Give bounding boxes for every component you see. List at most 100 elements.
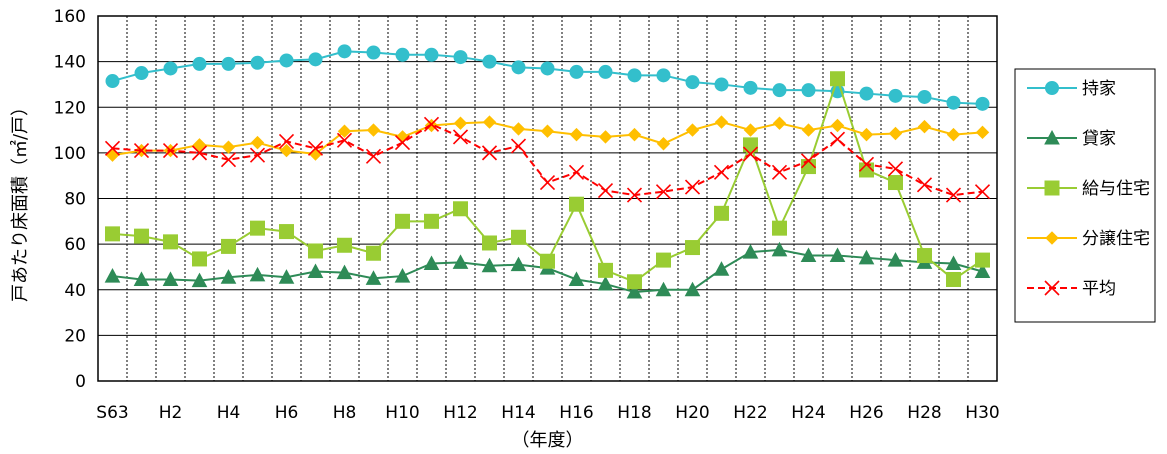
legend-marker	[1044, 280, 1060, 296]
data-point	[569, 64, 584, 79]
data-point	[569, 127, 584, 142]
y-axis-title: 戸あたり床面積（㎡/戸）	[9, 98, 31, 302]
data-point	[568, 164, 585, 180]
data-point	[308, 52, 323, 67]
legend-label: 給与住宅	[1082, 179, 1150, 199]
data-point	[568, 271, 585, 286]
data-point	[395, 213, 410, 229]
x-tick-label: H26	[849, 403, 883, 423]
data-point	[365, 270, 382, 285]
data-point	[655, 281, 672, 297]
data-point	[887, 161, 904, 177]
data-point	[453, 116, 468, 130]
data-point	[975, 252, 990, 268]
plot-area	[97, 15, 998, 382]
legend-marker	[1044, 180, 1060, 196]
data-point	[511, 229, 526, 245]
data-point	[191, 145, 208, 161]
data-point	[250, 55, 265, 70]
data-point	[163, 234, 178, 250]
x-tick-label: H4	[217, 403, 241, 423]
x-tick-label: H10	[385, 403, 419, 423]
data-point	[888, 126, 903, 141]
legend-marker	[1044, 129, 1060, 145]
data-point	[946, 127, 961, 142]
data-point	[800, 153, 817, 169]
data-point	[452, 254, 469, 269]
data-point	[162, 271, 179, 286]
x-tick-label: H6	[275, 403, 299, 423]
data-point	[105, 226, 120, 242]
data-point	[336, 132, 353, 148]
data-point	[772, 220, 787, 236]
data-point	[830, 118, 845, 133]
data-point	[481, 257, 498, 273]
data-point	[220, 269, 237, 284]
data-point	[250, 220, 265, 236]
x-tick-label: H22	[733, 403, 767, 423]
data-point	[598, 130, 613, 144]
data-point	[394, 268, 411, 283]
data-point	[511, 60, 526, 75]
data-point	[337, 124, 352, 138]
data-point	[278, 269, 295, 284]
data-point	[105, 148, 120, 162]
y-tick-label: 160	[54, 7, 86, 27]
data-point	[394, 135, 411, 151]
data-point	[162, 143, 179, 159]
data-point	[279, 143, 294, 158]
legend-item-2: 貸家	[1027, 129, 1116, 149]
legend-item-4: 分譲住宅	[1027, 229, 1150, 249]
data-point	[510, 256, 527, 272]
data-point	[800, 247, 817, 263]
plot-grid	[98, 16, 997, 381]
data-point	[975, 96, 990, 111]
x-tick-label: S63	[96, 403, 128, 423]
y-tick-label: 0	[75, 372, 86, 392]
x-tick-label: H20	[675, 403, 709, 423]
data-point	[540, 61, 555, 76]
data-point	[945, 187, 962, 203]
data-point	[743, 123, 758, 137]
data-point	[859, 86, 874, 101]
x-tick-label: H14	[501, 403, 535, 423]
data-point	[858, 156, 875, 172]
data-point	[888, 175, 903, 191]
data-point	[569, 196, 584, 212]
data-point	[946, 95, 961, 110]
data-point	[627, 68, 642, 83]
data-point	[627, 127, 642, 142]
data-point	[133, 143, 150, 159]
y-axis-ticks: 0 20 40 60 80 100 120 140 160	[54, 7, 86, 392]
data-point	[656, 68, 671, 83]
data-point	[104, 140, 121, 156]
legend-box	[1014, 68, 1156, 323]
data-point	[453, 201, 468, 217]
data-point	[423, 255, 440, 271]
legend-item-3: 給与住宅	[1027, 179, 1150, 199]
data-point	[482, 235, 497, 251]
data-point	[395, 47, 410, 62]
data-point	[743, 137, 758, 153]
y-tick-label: 40	[64, 281, 86, 301]
data-point	[772, 116, 787, 130]
data-point	[366, 245, 381, 261]
data-point	[685, 123, 700, 137]
legend-label: 分譲住宅	[1082, 229, 1150, 249]
x-tick-label: H2	[159, 403, 183, 423]
x-axis-ticks: S63 H2 H4 H6 H8 H10 H12 H14 H16 H18 H20 H22 H24 H26 H2…	[96, 403, 999, 423]
data-point	[220, 152, 237, 168]
data-point	[192, 138, 207, 152]
data-point	[801, 123, 816, 137]
data-point	[192, 56, 207, 71]
data-point	[191, 272, 208, 288]
data-point	[626, 187, 643, 203]
data-point	[742, 244, 759, 259]
legend-item-5: 平均	[1027, 279, 1116, 299]
data-point	[597, 182, 614, 199]
data-point	[249, 147, 266, 163]
data-point	[105, 74, 120, 89]
data-point	[481, 145, 498, 161]
x-tick-label: H24	[791, 403, 825, 423]
series-layer	[104, 44, 991, 299]
